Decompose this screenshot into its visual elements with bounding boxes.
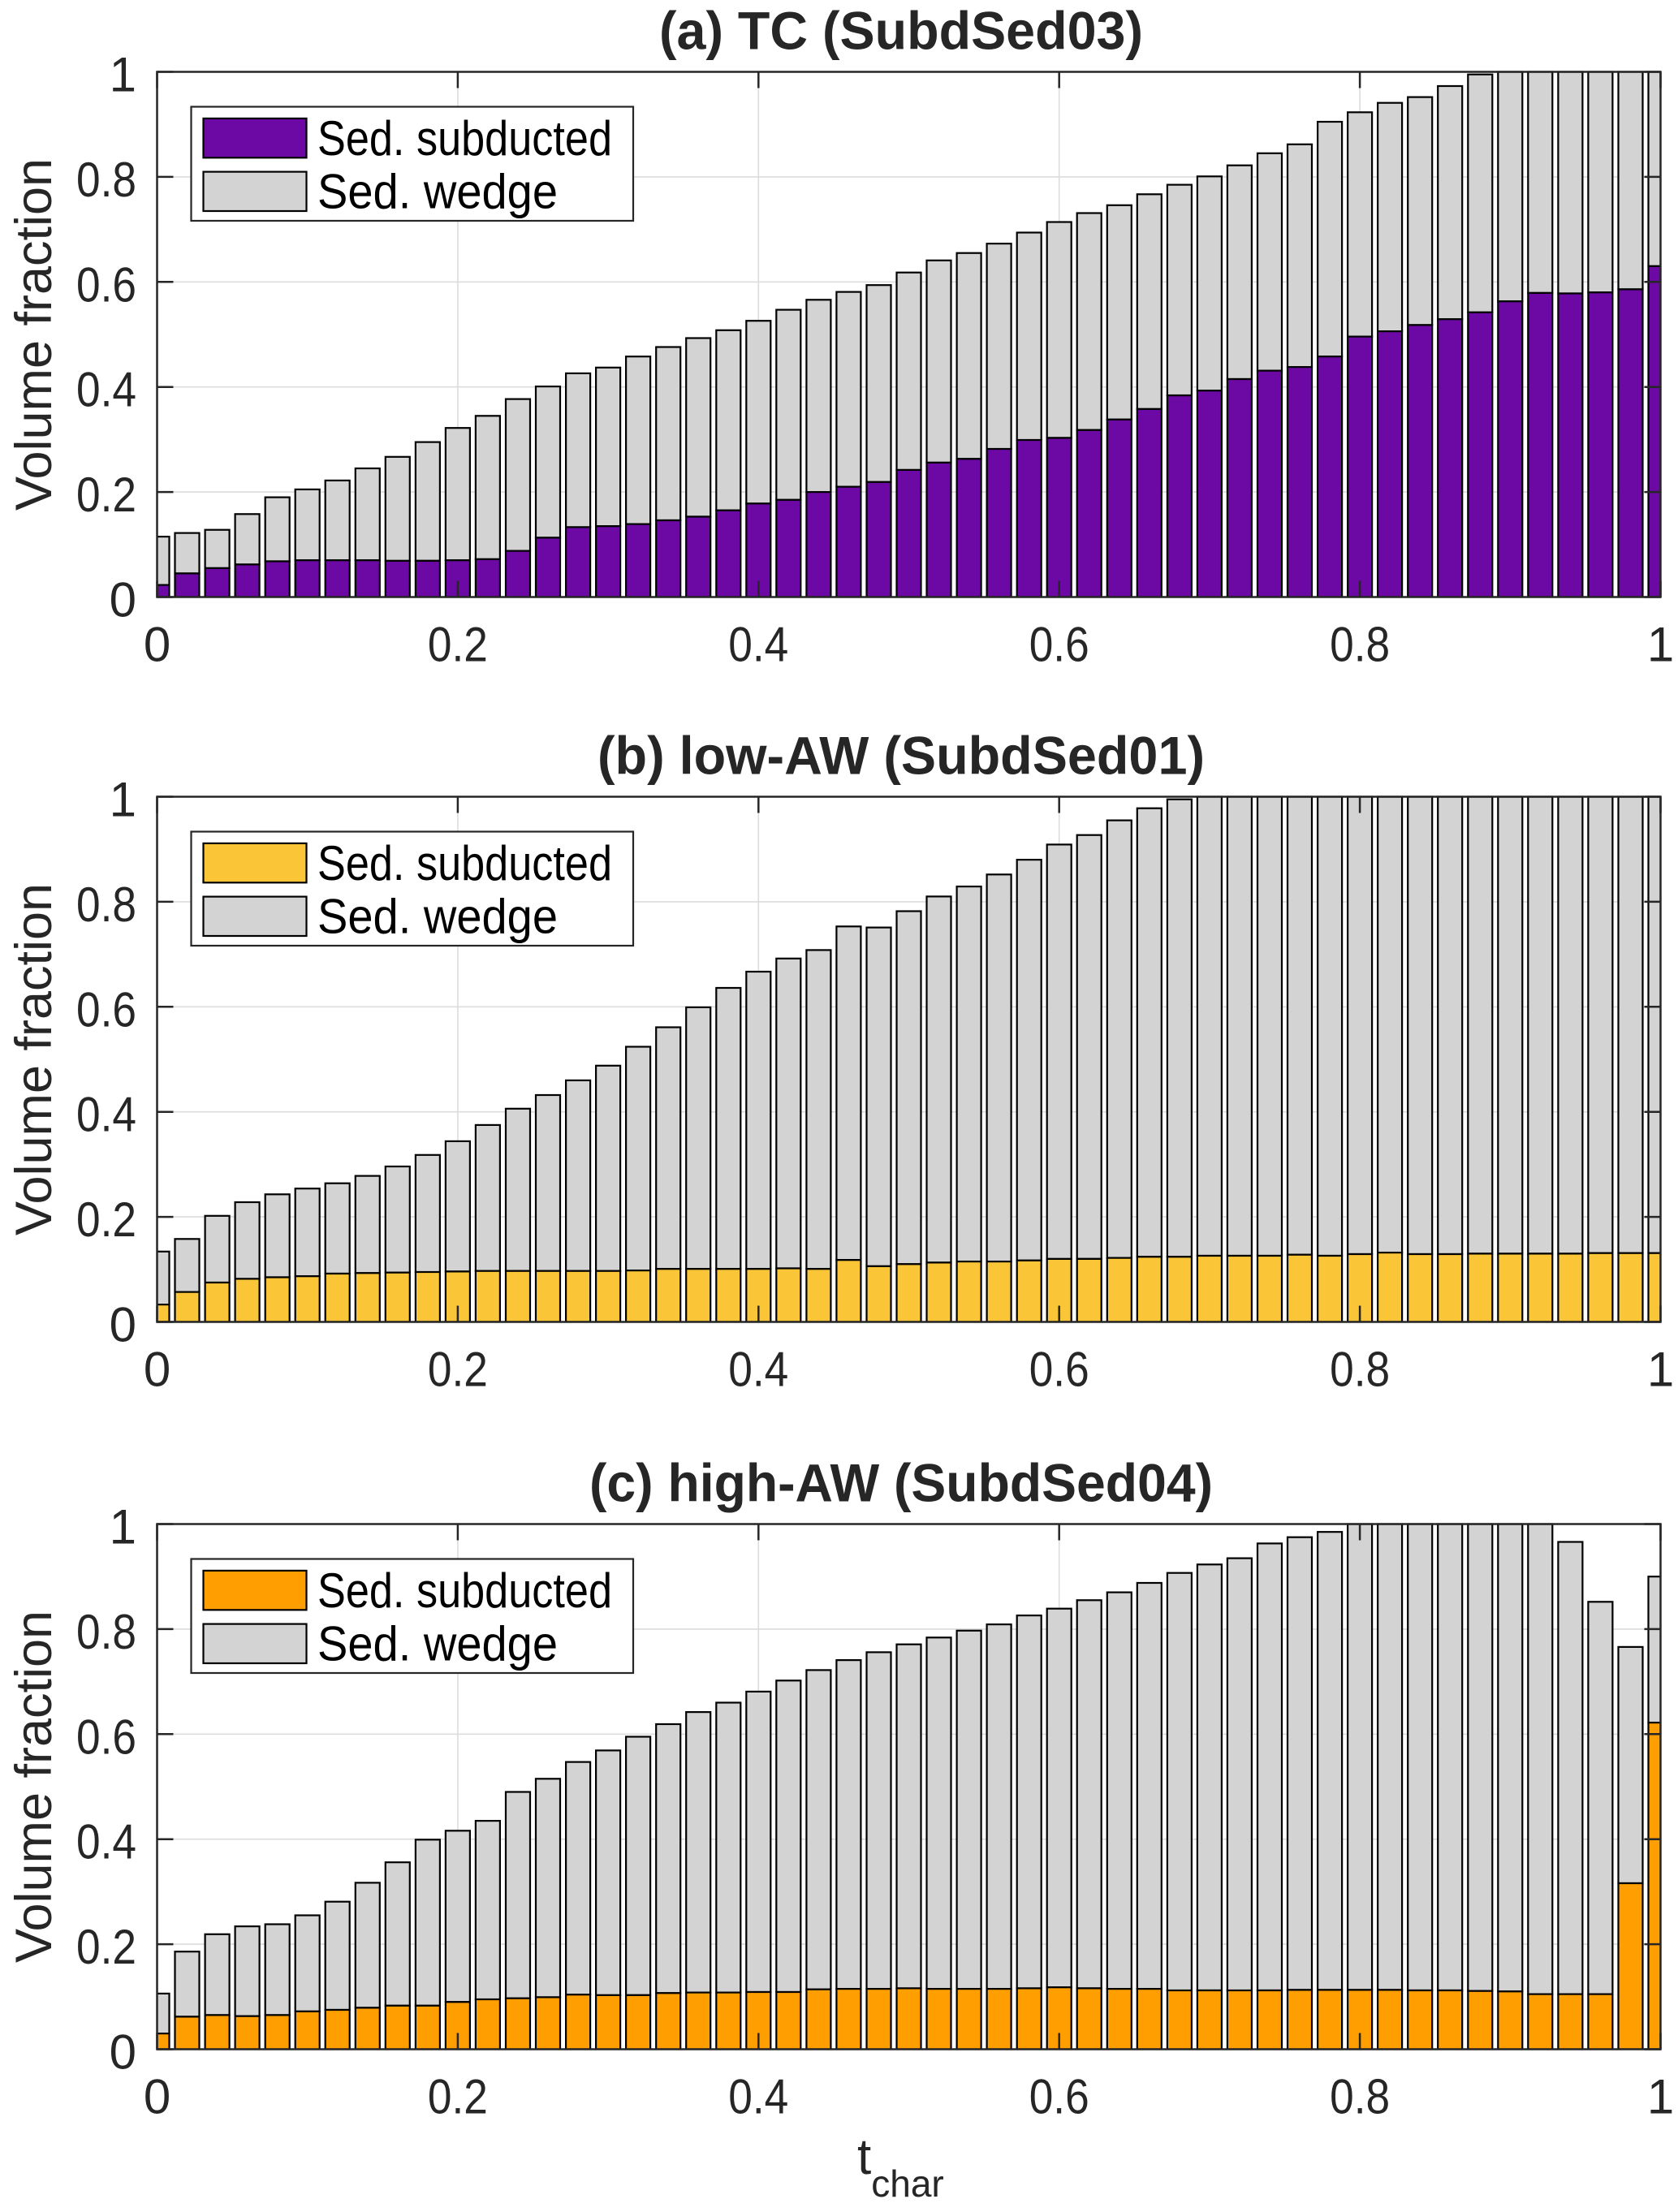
svg-text:0.4: 0.4: [76, 1815, 136, 1869]
svg-text:0.6: 0.6: [76, 257, 136, 312]
svg-text:0: 0: [144, 2070, 170, 2124]
svg-text:Sed. wedge: Sed. wedge: [317, 890, 558, 944]
svg-text:0.2: 0.2: [428, 1343, 488, 1397]
svg-text:Volume fraction: Volume fraction: [6, 883, 63, 1235]
svg-text:0.8: 0.8: [1330, 618, 1390, 672]
svg-text:0.6: 0.6: [1029, 2070, 1089, 2124]
svg-text:0.6: 0.6: [1029, 618, 1089, 672]
svg-text:Sed. subducted: Sed. subducted: [317, 836, 612, 890]
svg-text:0: 0: [110, 573, 136, 627]
svg-text:0.4: 0.4: [76, 363, 136, 417]
svg-text:0.8: 0.8: [1330, 1343, 1390, 1397]
svg-text:Sed. wedge: Sed. wedge: [317, 1617, 558, 1671]
svg-text:Sed. subducted: Sed. subducted: [317, 111, 612, 166]
svg-text:Volume fraction: Volume fraction: [6, 1610, 63, 1963]
svg-text:Sed. wedge: Sed. wedge: [317, 165, 558, 219]
svg-text:0.6: 0.6: [1029, 1343, 1089, 1397]
svg-text:0.2: 0.2: [76, 1192, 136, 1247]
svg-text:0.6: 0.6: [76, 1710, 136, 1764]
svg-text:0: 0: [110, 1298, 136, 1352]
svg-text:(c) high-AW (SubdSed04): (c) high-AW (SubdSed04): [589, 1453, 1213, 1513]
svg-text:0.8: 0.8: [76, 1605, 136, 1659]
svg-text:0: 0: [144, 618, 170, 672]
svg-text:0.2: 0.2: [428, 618, 488, 672]
svg-text:0.8: 0.8: [76, 153, 136, 207]
svg-text:1: 1: [110, 48, 136, 102]
svg-text:Volume fraction: Volume fraction: [6, 158, 63, 511]
svg-text:(b) low-AW (SubdSed01): (b) low-AW (SubdSed01): [597, 726, 1205, 786]
svg-text:1: 1: [1647, 2070, 1674, 2124]
svg-text:0.6: 0.6: [76, 982, 136, 1037]
svg-text:1: 1: [1647, 618, 1674, 672]
svg-text:0.2: 0.2: [76, 468, 136, 522]
svg-text:0.8: 0.8: [1330, 2070, 1390, 2124]
svg-text:0.2: 0.2: [76, 1920, 136, 1974]
svg-text:1: 1: [110, 1500, 136, 1554]
svg-text:0.4: 0.4: [728, 618, 788, 672]
svg-text:0: 0: [144, 1343, 170, 1397]
svg-text:(a) TC (SubdSed03): (a) TC (SubdSed03): [659, 1, 1143, 61]
svg-text:0.2: 0.2: [428, 2070, 488, 2124]
svg-text:0.8: 0.8: [76, 877, 136, 932]
svg-text:0.4: 0.4: [728, 2070, 788, 2124]
svg-text:0.4: 0.4: [728, 1343, 788, 1397]
svg-text:1: 1: [110, 773, 136, 827]
svg-text:Sed. subducted: Sed. subducted: [317, 1563, 612, 1618]
svg-text:1: 1: [1647, 1343, 1674, 1397]
svg-text:0: 0: [110, 2025, 136, 2080]
svg-text:0.4: 0.4: [76, 1088, 136, 1142]
